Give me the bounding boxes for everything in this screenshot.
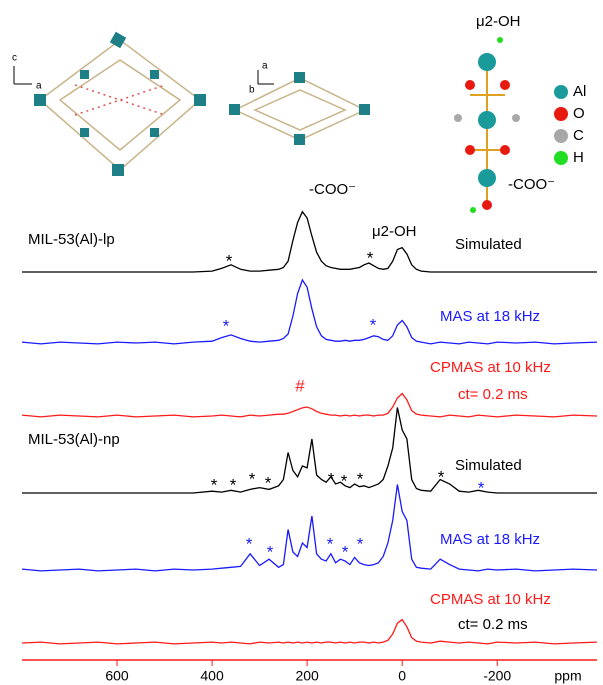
legend-label: C [573, 127, 584, 144]
structure-label: -COO⁻ [508, 176, 555, 193]
series-label: CPMAS at 10 kHz [430, 359, 551, 376]
series-label: Simulated [455, 457, 522, 474]
x-axis-label: ppm [554, 668, 581, 684]
peak-marker: * [357, 469, 364, 488]
annotation: ct= 0.2 ms [458, 616, 528, 633]
peak-marker: * [438, 467, 445, 486]
axis-letter: c [12, 53, 17, 64]
peak-marker: * [367, 248, 374, 267]
x-tick-label: 0 [398, 668, 406, 684]
structure-lp [40, 40, 200, 170]
peak-marker: * [478, 478, 485, 497]
atom-legend: Al OCH [554, 83, 586, 166]
peak-marker: * [230, 475, 237, 494]
peak-marker: * [357, 534, 364, 553]
series-label: MAS at 18 kHz [440, 531, 540, 548]
peak-marker: * [226, 251, 233, 270]
peak-marker: * [327, 534, 334, 553]
peak-marker: * [328, 469, 335, 488]
legend-swatch [554, 151, 568, 165]
x-tick-label: 200 [295, 668, 319, 684]
axis-letter: a [262, 61, 268, 72]
octahedra [34, 32, 370, 176]
annotation: ct= 0.2 ms [458, 386, 528, 403]
axis-letter: a [36, 81, 42, 92]
legend-swatch [554, 107, 568, 121]
peak-marker: * [223, 316, 230, 335]
legend-label: O [573, 105, 585, 122]
structure-label: μ2-OH [476, 13, 520, 30]
peak-marker: * [370, 315, 377, 334]
legend-swatch [554, 129, 568, 143]
figure: c a a b μ2-OH -COO⁻ Al OCH Simulated MAS a… [0, 0, 603, 685]
x-tick-label: 600 [105, 668, 129, 684]
annotation: -COO⁻ [309, 181, 356, 198]
spectrum-line [22, 408, 597, 494]
x-tick-label: 400 [200, 668, 224, 684]
spectra: Simulated MAS at 18 kHz CPMAS at 10 kHz Sim… [22, 181, 597, 684]
peak-marker: * [211, 475, 218, 494]
peak-marker: * [342, 542, 349, 561]
annotation: μ2-OH [372, 223, 416, 240]
legend-label: Al [573, 83, 586, 100]
peak-marker: # [295, 376, 305, 395]
x-tick-label: -200 [483, 668, 511, 684]
series-label: Simulated [455, 236, 522, 253]
legend-label: H [573, 149, 584, 166]
series-label: MAS at 18 kHz [440, 308, 540, 325]
spectrum-line [22, 485, 597, 571]
legend-swatch [554, 85, 568, 99]
peak-marker: * [267, 542, 274, 561]
series-label: CPMAS at 10 kHz [430, 591, 551, 608]
axis-letter: b [249, 85, 255, 96]
peak-marker: * [246, 534, 253, 553]
peak-marker: * [249, 469, 256, 488]
axis-arrows [14, 66, 274, 84]
peak-marker: * [341, 471, 348, 490]
annotation: MIL-53(Al)-lp [28, 231, 115, 248]
annotation: MIL-53(Al)-np [28, 431, 120, 448]
peak-marker: * [265, 473, 272, 492]
